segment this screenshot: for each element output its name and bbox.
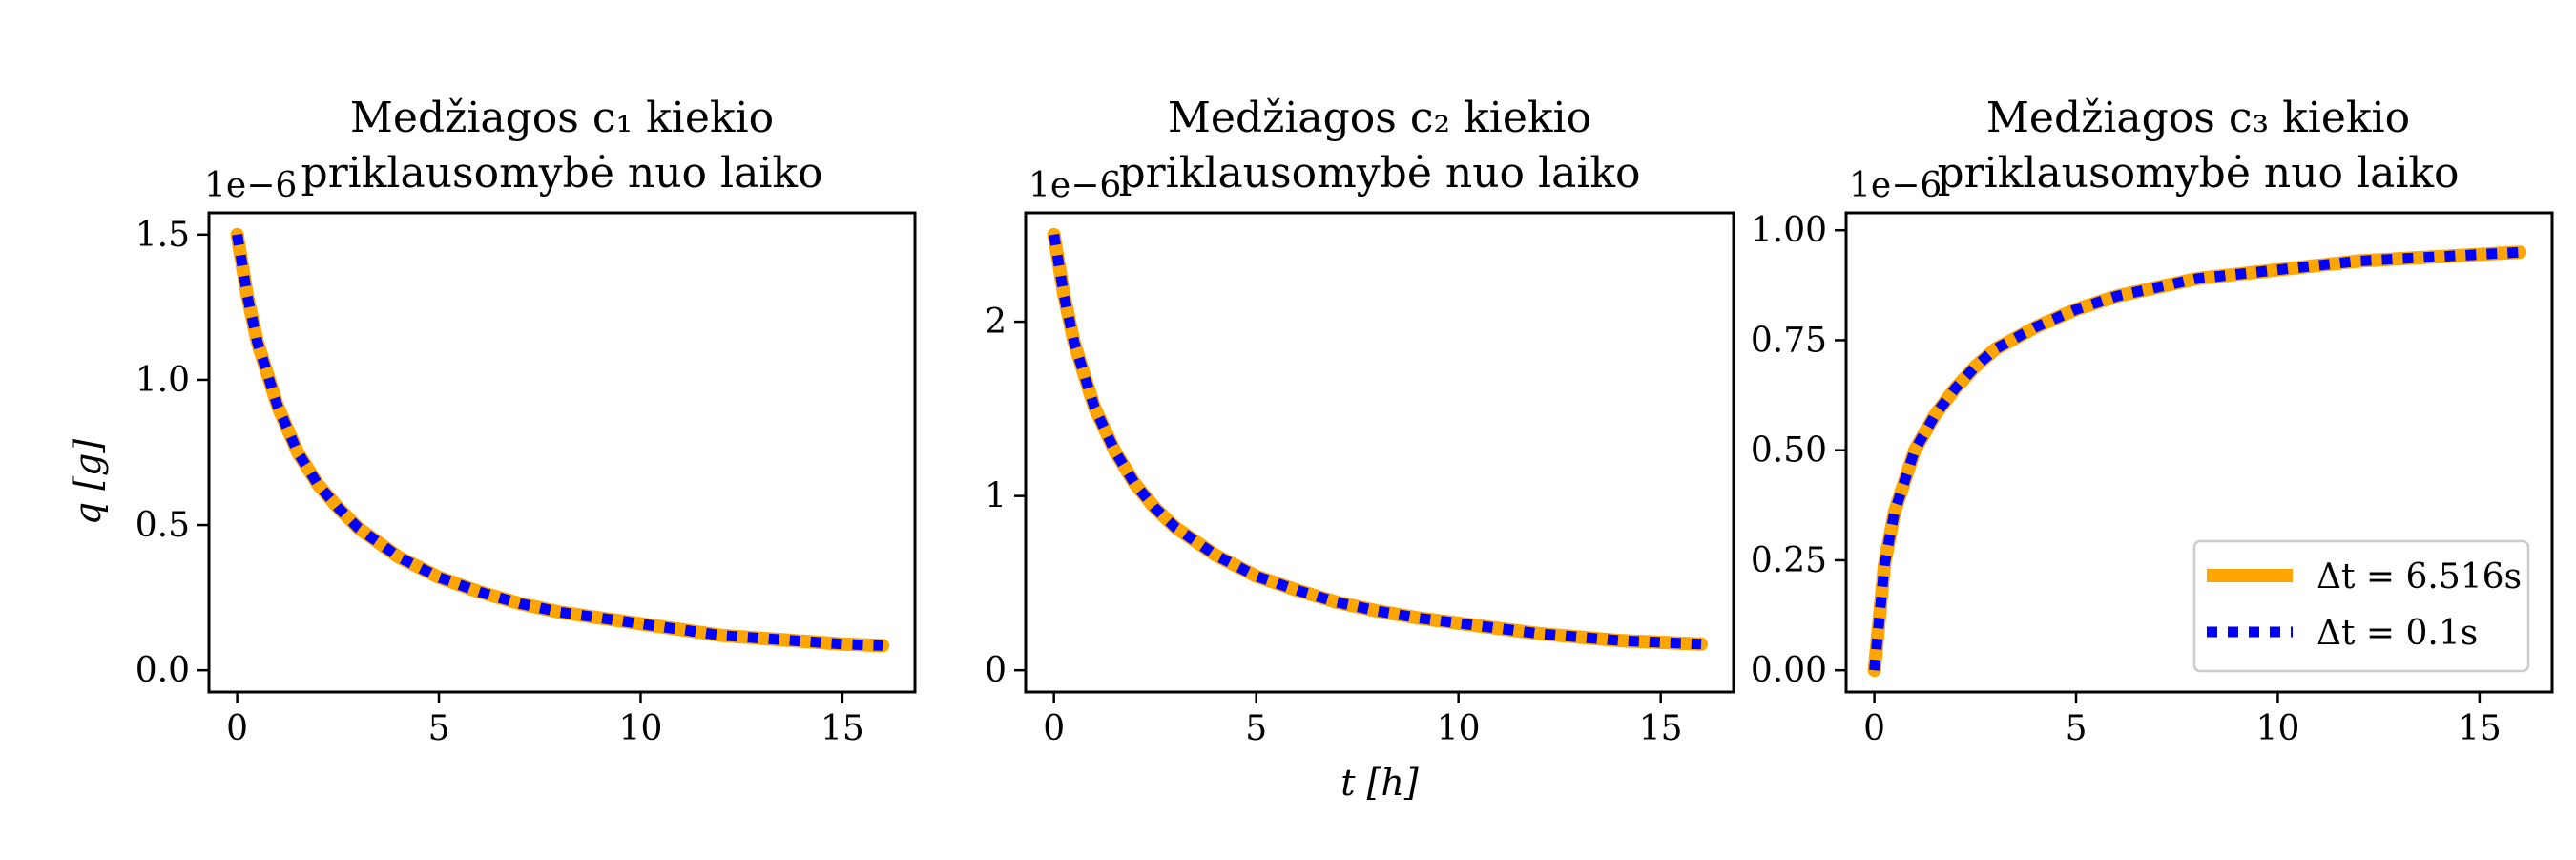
- panel-c1-offset-text: 1e−6: [204, 166, 297, 205]
- panel-c1-ylabel: q [g]: [67, 439, 109, 526]
- ytick-label: 0.75: [1751, 321, 1827, 360]
- ytick-label: 2: [985, 303, 1007, 342]
- panel-c2-plot: 0 5 10 15 0 1 2: [985, 211, 1735, 748]
- panel-c1-plot: 0 5 10 15 0.0 0.5 1.0 1.5: [135, 211, 917, 748]
- xtick-label: 15: [1639, 709, 1683, 748]
- panel-c3-title-line1: Medžiagos c₃ kiekio: [1986, 94, 2410, 142]
- axes-frame: [1844, 211, 2554, 694]
- legend-label-series-2: Δt = 0.1s: [2316, 614, 2478, 653]
- panel-c1-title-line1: Medžiagos c₁ kiekio: [350, 94, 774, 142]
- ytick-label: 1: [985, 477, 1007, 516]
- xtick-label: 0: [1863, 709, 1885, 748]
- ytick-label: 0.0: [135, 651, 190, 690]
- xtick-label: 5: [428, 709, 450, 748]
- series-line-2: [1869, 246, 2521, 671]
- ytick-label: 0.50: [1751, 431, 1827, 471]
- xtick-label: 0: [226, 709, 248, 748]
- xtick-label: 5: [2066, 709, 2088, 748]
- ytick-label: 1.00: [1751, 211, 1827, 250]
- panel-c3: Medžiagos c₃ kiekio priklausomybė nuo la…: [1751, 94, 2554, 748]
- xtick-label: 10: [2256, 709, 2300, 748]
- series-line-2: [1049, 233, 1702, 650]
- series-line-2: [232, 233, 883, 651]
- axes-frame: [207, 211, 917, 694]
- xtick-label: 10: [619, 709, 663, 748]
- xtick-label: 15: [821, 709, 864, 748]
- ytick-label: 0.00: [1751, 651, 1827, 690]
- ytick-label: 0.5: [135, 506, 190, 545]
- panel-c1: Medžiagos c₁ kiekio priklausomybė nuo la…: [67, 94, 917, 748]
- panel-c2-offset-text: 1e−6: [1028, 166, 1121, 205]
- ytick-label: 1.5: [135, 216, 190, 255]
- xtick-label: 0: [1043, 709, 1065, 748]
- xtick-label: 10: [1437, 709, 1481, 748]
- panel-c2-title-line1: Medžiagos c₂ kiekio: [1168, 94, 1591, 142]
- ytick-label: 1.0: [135, 361, 190, 400]
- axes-frame: [1024, 211, 1735, 694]
- xtick-label: 15: [2458, 709, 2502, 748]
- panel-c3-title-line2: priklausomybė nuo laiko: [1937, 149, 2459, 198]
- legend-label-series-1: Δt = 6.516s: [2316, 557, 2522, 597]
- panel-c3-plot: 0 5 10 15 0.00 0.25 0.50 0.75 1.00: [1751, 211, 2554, 748]
- panel-c3-offset-text: 1e−6: [1849, 166, 1942, 205]
- xtick-label: 5: [1245, 709, 1267, 748]
- panel-c2-title-line2: priklausomybė nuo laiko: [1118, 149, 1640, 198]
- ytick-label: 0: [985, 651, 1007, 690]
- panel-c2-xlabel: t [h]: [1340, 762, 1419, 804]
- ytick-label: 0.25: [1751, 541, 1827, 580]
- legend: Δt = 6.516s Δt = 0.1s: [2192, 539, 2530, 673]
- panel-c2: Medžiagos c₂ kiekio priklausomybė nuo la…: [985, 94, 1735, 804]
- panel-c1-title-line2: priklausomybė nuo laiko: [301, 149, 822, 198]
